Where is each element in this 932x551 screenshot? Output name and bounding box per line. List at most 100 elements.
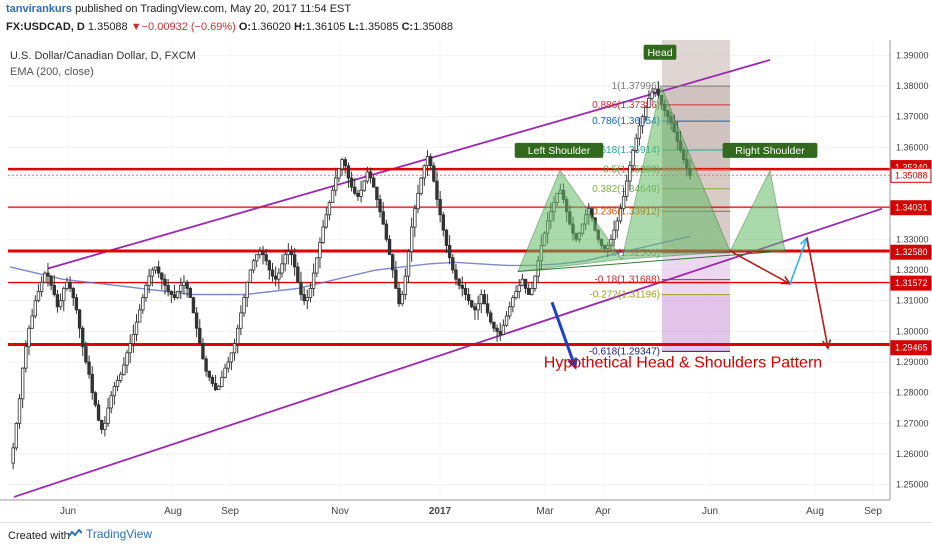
candle-body bbox=[514, 291, 518, 298]
candle-body bbox=[400, 294, 404, 305]
candle-body bbox=[125, 352, 129, 366]
candle-body bbox=[270, 269, 275, 277]
candle-body bbox=[334, 177, 338, 191]
x-tick-label: Sep bbox=[221, 506, 239, 517]
candle-body bbox=[476, 303, 480, 311]
candle-body bbox=[356, 192, 360, 197]
candle-body bbox=[30, 315, 34, 329]
price-label: 1.35340 bbox=[895, 163, 928, 173]
candle-body bbox=[150, 269, 155, 277]
candle-body bbox=[283, 254, 287, 265]
last-price: 1.35088 bbox=[87, 21, 128, 33]
published-text: published on TradingView.com, May 20, 20… bbox=[75, 3, 352, 15]
candle-body bbox=[523, 278, 528, 289]
candle-body bbox=[321, 226, 325, 243]
candle-body bbox=[68, 281, 72, 289]
candle-body bbox=[39, 281, 44, 292]
breakdown-arrow-red bbox=[806, 237, 829, 349]
candle-body bbox=[280, 263, 284, 274]
candle-body bbox=[647, 97, 651, 108]
candle-body bbox=[179, 284, 183, 292]
candle-body bbox=[296, 266, 300, 283]
candle-body bbox=[100, 419, 104, 430]
fib-label: 1(1.37996) bbox=[612, 81, 660, 92]
target-arrow-blue bbox=[550, 301, 577, 368]
neckline bbox=[517, 250, 786, 273]
candle-body bbox=[134, 321, 139, 335]
candle-body bbox=[172, 294, 177, 299]
x-tick-label: 2017 bbox=[429, 506, 452, 517]
y-tick-label: 1.37000 bbox=[896, 112, 929, 122]
y-tick-label: 1.33000 bbox=[896, 234, 929, 244]
price-chart[interactable]: 1(1.37996) 0.886(1.37386) 0.786(1.36854) 0.… bbox=[0, 40, 932, 522]
left-shoulder-label-bg bbox=[514, 142, 604, 158]
candle-body bbox=[640, 116, 645, 127]
candle-body bbox=[204, 358, 208, 372]
author-link[interactable]: tanvirankurs bbox=[6, 3, 73, 15]
candle-body bbox=[261, 251, 265, 256]
candle-body bbox=[463, 287, 468, 295]
candle-body bbox=[229, 352, 234, 363]
candle-body bbox=[299, 281, 303, 295]
candle-body bbox=[153, 266, 158, 271]
candle-body bbox=[634, 137, 638, 151]
price-label: 1.34031 bbox=[895, 203, 928, 213]
candle-body bbox=[242, 297, 246, 314]
y-tick-label: 1.36000 bbox=[896, 142, 929, 152]
candle-body bbox=[245, 281, 249, 298]
candle-body bbox=[251, 260, 256, 271]
candle-body bbox=[33, 300, 38, 317]
y-tick-label: 1.29000 bbox=[896, 357, 929, 367]
candle-body bbox=[217, 386, 221, 390]
candle-body bbox=[653, 88, 657, 93]
candle-body bbox=[49, 275, 53, 286]
candle-body bbox=[343, 159, 347, 167]
price-change: ▼−0.00932 (−0.69%) bbox=[130, 21, 236, 33]
symbol-label: FX:USDCAD, D bbox=[6, 21, 85, 33]
candle-body bbox=[625, 180, 629, 197]
close-value: 1.35088 bbox=[413, 21, 453, 33]
candle-body bbox=[65, 281, 69, 289]
right-shoulder-label-bg bbox=[722, 142, 818, 158]
x-tick-label: Nov bbox=[331, 506, 349, 517]
publish-line: tanvirankurs published on TradingView.co… bbox=[6, 3, 351, 15]
candle-body bbox=[444, 229, 449, 246]
candle-body bbox=[185, 281, 189, 289]
candle-body bbox=[637, 125, 642, 139]
candle-body bbox=[368, 171, 373, 179]
candle-body bbox=[223, 367, 227, 378]
x-tick-label: Sep bbox=[864, 506, 882, 517]
footer: Created with TradingView bbox=[0, 522, 932, 551]
fib-zone bbox=[662, 294, 730, 352]
candle-body bbox=[508, 306, 512, 317]
candle-body bbox=[451, 257, 455, 271]
candle-body bbox=[353, 186, 357, 194]
y-tick-label: 1.32000 bbox=[896, 265, 929, 275]
candle-body bbox=[254, 254, 259, 262]
retest-arrow-cyan bbox=[789, 237, 808, 285]
created-with-text: Created with bbox=[8, 530, 70, 542]
candle-body bbox=[277, 272, 281, 280]
candle-body bbox=[166, 284, 170, 292]
chart-legend: U.S. Dollar/Canadian Dollar, D, FXCM EMA… bbox=[10, 50, 196, 78]
candle-body bbox=[618, 208, 623, 222]
candle-body bbox=[182, 281, 186, 286]
tradingview-link[interactable]: TradingView bbox=[68, 527, 152, 541]
low-value: 1.35085 bbox=[358, 21, 399, 33]
candle-body bbox=[419, 177, 423, 194]
candle-body bbox=[160, 272, 164, 280]
candle-body bbox=[422, 165, 427, 179]
chart-area[interactable]: 1(1.37996) 0.886(1.37386) 0.786(1.36854) 0.… bbox=[0, 40, 932, 522]
candle-body bbox=[406, 251, 411, 277]
candle-body bbox=[318, 241, 322, 259]
candle-body bbox=[454, 269, 458, 280]
candle-body bbox=[479, 294, 483, 305]
pattern-triangle bbox=[729, 168, 786, 253]
head-label: Head bbox=[647, 47, 672, 59]
low-label: L: bbox=[348, 21, 359, 33]
quote-line: FX:USDCAD, D 1.35088 ▼−0.00932 (−0.69%) … bbox=[6, 21, 453, 33]
candle-body bbox=[447, 245, 452, 259]
candle-body bbox=[311, 272, 316, 289]
y-tick-label: 1.38000 bbox=[896, 81, 929, 91]
candle-body bbox=[62, 287, 66, 302]
